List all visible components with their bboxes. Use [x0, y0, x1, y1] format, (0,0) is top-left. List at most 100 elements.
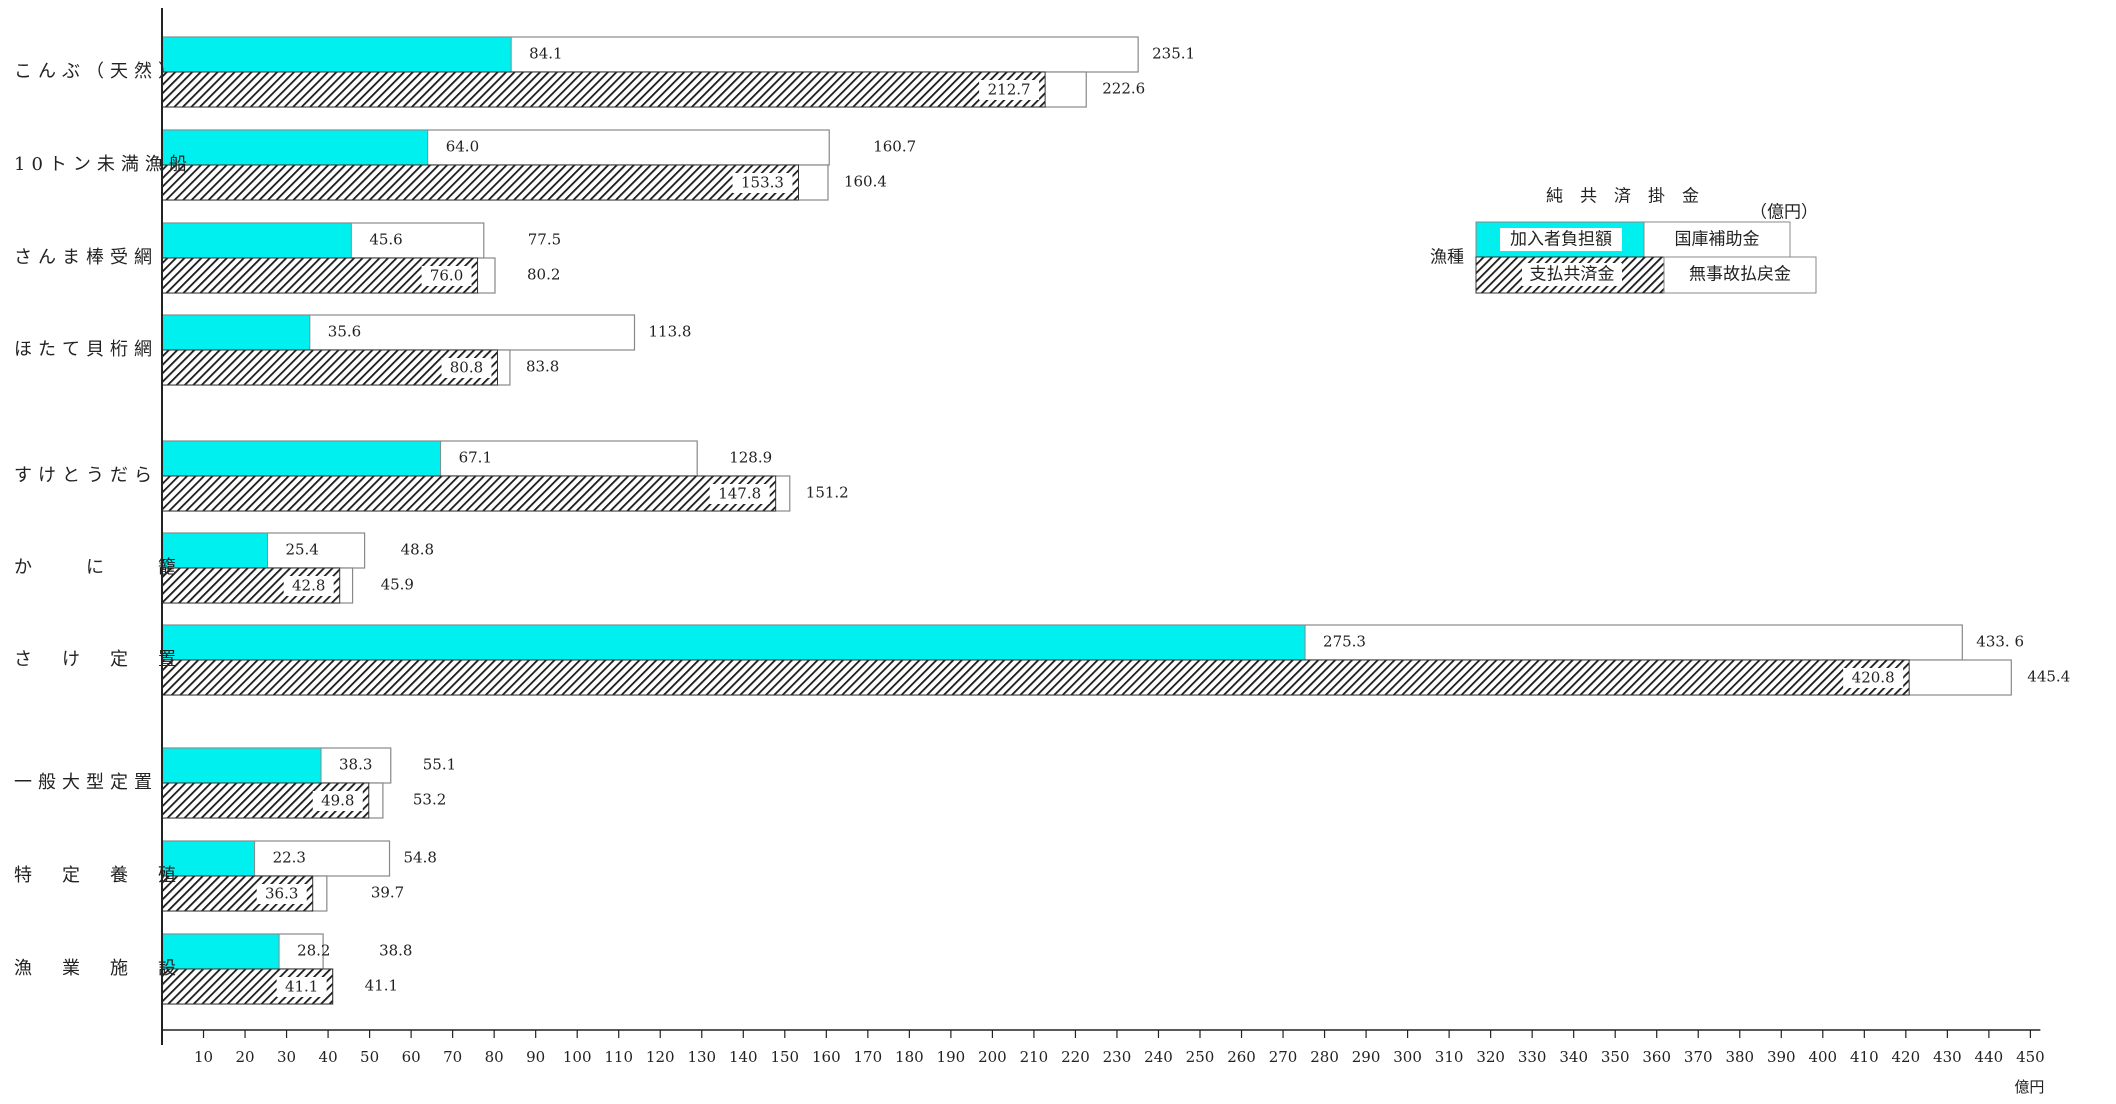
payout-total-label: 151.2 [806, 484, 849, 502]
x-tick-label: 260 [1227, 1048, 1256, 1066]
category-label: 10トン未満漁船 [14, 154, 193, 175]
x-tick-label: 190 [937, 1048, 966, 1066]
x-tick-label: 10 [194, 1048, 213, 1066]
legend-paid-label: 支払共済金 [1530, 265, 1615, 285]
premium-total-label: 38.8 [379, 942, 412, 960]
category-label: すけとうだら [14, 465, 158, 486]
payout-total-label: 222.6 [1102, 80, 1145, 98]
legend-row-label: 漁種 [1430, 248, 1464, 268]
paid-value-box [441, 358, 492, 378]
category-label: か に 籠 [14, 557, 182, 578]
subscriber-bar [161, 532, 268, 569]
paid-value-box [421, 266, 472, 286]
subscriber-value-label: 25.4 [285, 541, 318, 559]
subscriber-value-label: 84.1 [529, 45, 562, 63]
premium-total-label: 160.7 [873, 138, 916, 156]
x-tick-label: 430 [1933, 1048, 1962, 1066]
paid-value-box [732, 173, 793, 193]
paid-value-label: 80.8 [450, 359, 483, 377]
x-tick-label: 210 [1020, 1048, 1049, 1066]
premium-total-label: 54.8 [404, 849, 437, 867]
payout-total-label: 160.4 [844, 173, 887, 191]
premium-total-label: 77.5 [528, 231, 561, 249]
x-tick-label: 220 [1061, 1048, 1090, 1066]
x-tick-label: 130 [687, 1048, 716, 1066]
x-tick-label: 170 [854, 1048, 883, 1066]
x-tick-label: 60 [402, 1048, 421, 1066]
paid-value-box [979, 80, 1040, 100]
subscriber-bar [161, 747, 322, 784]
legend-subsidy-label: 国庫補助金 [1675, 230, 1760, 250]
x-tick-label: 450 [2016, 1048, 2045, 1066]
x-tick-label: 370 [1684, 1048, 1713, 1066]
paid-value-label: 212.7 [988, 81, 1031, 99]
premium-total-label: 55.1 [423, 756, 456, 774]
premium-total-label: 48.8 [401, 541, 434, 559]
paid-value-label: 42.8 [292, 577, 325, 595]
paid-bar [161, 164, 800, 201]
subscriber-bar [161, 933, 280, 970]
paid-value-box [709, 484, 770, 504]
paid-value-box [256, 884, 307, 904]
payout-total-label: 39.7 [371, 884, 404, 902]
payout-total-label: 83.8 [526, 358, 559, 376]
payout-total-label: 41.1 [365, 977, 398, 995]
subscriber-value-label: 275.3 [1323, 633, 1366, 651]
paid-value-label: 153.3 [741, 174, 784, 192]
paid-value-box [276, 977, 327, 997]
paid-bar [161, 475, 777, 512]
x-tick-label: 250 [1186, 1048, 1215, 1066]
subscriber-value-label: 67.1 [459, 449, 492, 467]
x-tick-label: 230 [1103, 1048, 1132, 1066]
subscriber-bar [161, 440, 442, 477]
payout-total-label: 45.9 [381, 576, 414, 594]
x-tick-label: 300 [1393, 1048, 1422, 1066]
x-tick-label: 30 [277, 1048, 296, 1066]
x-tick-label: 80 [485, 1048, 504, 1066]
x-tick-label: 270 [1269, 1048, 1298, 1066]
category-label: さ け 定 置 [14, 649, 182, 670]
payout-total-label: 80.2 [527, 266, 560, 284]
x-tick-label: 400 [1808, 1048, 1837, 1066]
x-tick-label: 380 [1725, 1048, 1754, 1066]
x-tick-label: 100 [563, 1048, 592, 1066]
x-tick-label: 320 [1476, 1048, 1505, 1066]
paid-value-label: 76.0 [430, 267, 463, 285]
paid-value-label: 41.1 [285, 978, 318, 996]
x-tick-label: 160 [812, 1048, 841, 1066]
paid-value-label: 49.8 [321, 792, 354, 810]
x-tick-label: 440 [1975, 1048, 2004, 1066]
x-tick-label: 310 [1435, 1048, 1464, 1066]
legend-subscriber-label: 加入者負担額 [1510, 230, 1612, 250]
subscriber-bar [161, 840, 256, 877]
subscriber-bar [161, 314, 311, 351]
x-tick-label: 360 [1642, 1048, 1671, 1066]
x-tick-label: 240 [1144, 1048, 1173, 1066]
x-tick-label: 70 [443, 1048, 462, 1066]
premium-total-label: 128.9 [729, 449, 772, 467]
legend-title: 純 共 済 掛 金 [1546, 187, 1699, 207]
subscriber-bar [161, 222, 352, 259]
category-label: 特 定 養 殖 [14, 864, 182, 886]
subscriber-value-label: 45.6 [369, 231, 402, 249]
legend-refund-swatch [1663, 256, 1817, 294]
x-tick-label: 90 [526, 1048, 545, 1066]
x-tick-label: 410 [1850, 1048, 1879, 1066]
category-label: ほたて貝桁網 [14, 339, 158, 360]
subscriber-value-label: 35.6 [328, 323, 361, 341]
subscriber-value-label: 22.3 [273, 849, 306, 867]
legend-refund-label: 無事故払戻金 [1689, 265, 1791, 285]
x-tick-label: 140 [729, 1048, 758, 1066]
paid-value-box [283, 576, 334, 596]
legend-paid-box [1522, 263, 1622, 286]
category-label: 一般大型定置 [14, 772, 158, 793]
subscriber-value-label: 64.0 [446, 138, 479, 156]
x-tick-label: 340 [1559, 1048, 1588, 1066]
x-tick-label: 280 [1310, 1048, 1339, 1066]
x-tick-label: 150 [770, 1048, 799, 1066]
paid-bar [161, 659, 1910, 696]
premium-total-label: 433. 6 [1976, 633, 2024, 651]
x-tick-label: 40 [319, 1048, 338, 1066]
